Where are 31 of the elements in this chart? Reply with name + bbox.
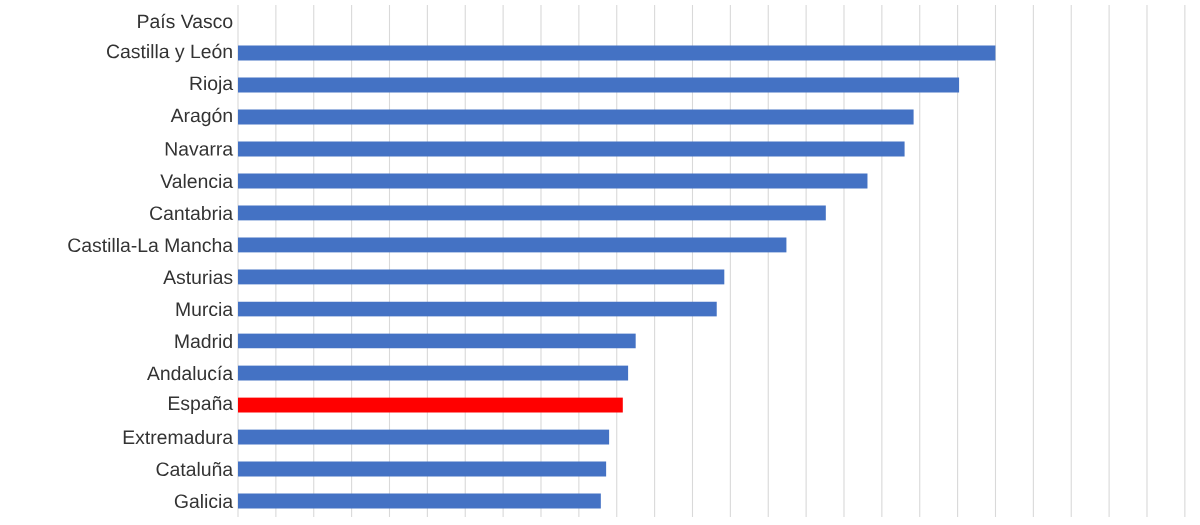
y-tick-label: Andalucía [146,365,234,381]
bar [238,45,996,61]
y-tick-label: España [169,396,234,414]
bar [238,493,601,509]
y-tick-label: Castilla y León [107,43,232,63]
bar [238,109,914,125]
y-tick-label: Cantabria [150,205,234,221]
y-tick-label: Asturias [163,269,233,285]
y-tick-label: Madrid [175,333,232,349]
bar [238,269,725,285]
y-tick-label: Rioja [190,75,234,95]
bar [238,77,960,93]
y-tick-label: País Vasco [138,13,233,29]
bar [238,429,610,445]
bar [238,301,717,317]
y-tick-label: Castilla-La Mancha [68,237,234,253]
bar [238,333,636,349]
bar [238,141,905,157]
y-tick-label: Navarra [165,142,234,156]
bar [238,237,787,253]
y-tick-label: Galicia [174,493,234,509]
bar [238,397,623,413]
y-tick-label: Valencia [160,173,234,189]
bar [238,205,826,221]
y-tick-label: Murcia [176,301,234,317]
bar [238,461,607,477]
bar [238,365,629,381]
y-tick-label: Extremadura [123,429,234,445]
bar [238,173,868,189]
y-tick-label: Aragón [170,107,232,127]
y-tick-label: Cataluña [156,461,234,477]
